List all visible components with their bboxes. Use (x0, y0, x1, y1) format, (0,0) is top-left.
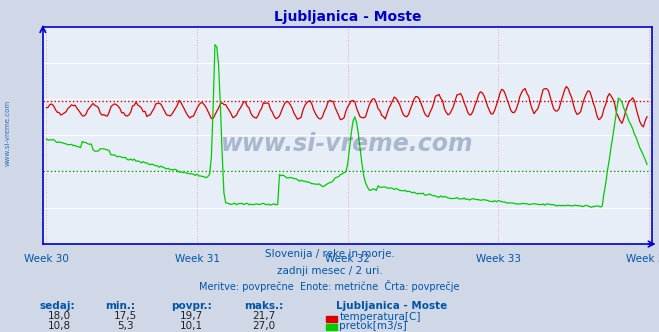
Text: 18,0: 18,0 (47, 311, 71, 321)
Text: 10,8: 10,8 (47, 321, 71, 331)
Text: 17,5: 17,5 (113, 311, 137, 321)
Text: Ljubljanica - Moste: Ljubljanica - Moste (336, 301, 447, 311)
Text: 10,1: 10,1 (179, 321, 203, 331)
Text: www.si-vreme.com: www.si-vreme.com (5, 100, 11, 166)
Text: 19,7: 19,7 (179, 311, 203, 321)
Text: Meritve: povprečne  Enote: metrične  Črta: povprečje: Meritve: povprečne Enote: metrične Črta:… (199, 281, 460, 292)
Title: Ljubljanica - Moste: Ljubljanica - Moste (274, 10, 421, 24)
Text: www.si-vreme.com: www.si-vreme.com (221, 132, 474, 156)
Text: pretok[m3/s]: pretok[m3/s] (339, 321, 407, 331)
Text: 27,0: 27,0 (252, 321, 275, 331)
Text: 21,7: 21,7 (252, 311, 275, 321)
Text: zadnji mesec / 2 uri.: zadnji mesec / 2 uri. (277, 266, 382, 276)
Text: Slovenija / reke in morje.: Slovenija / reke in morje. (264, 249, 395, 259)
Text: temperatura[C]: temperatura[C] (339, 312, 421, 322)
Text: maks.:: maks.: (244, 301, 283, 311)
Text: 5,3: 5,3 (117, 321, 134, 331)
Text: povpr.:: povpr.: (171, 301, 212, 311)
Text: sedaj:: sedaj: (40, 301, 75, 311)
Text: min.:: min.: (105, 301, 136, 311)
